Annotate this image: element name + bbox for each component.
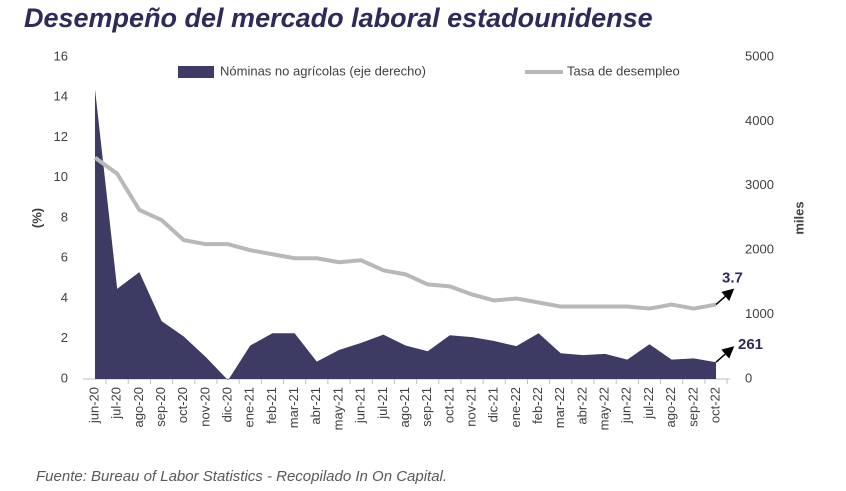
y-axis-label: (%)	[29, 208, 44, 228]
y2-tick-label: 5000	[745, 48, 774, 63]
x-tick-label: sep-21	[419, 387, 434, 427]
y2-axis-label: miles	[791, 201, 806, 234]
x-tick-label: jun-22	[619, 387, 634, 424]
source-note: Fuente: Bureau of Labor Statistics - Rec…	[36, 468, 447, 485]
x-tick-label: jul-20	[109, 387, 124, 420]
x-tick-label: ago-20	[131, 387, 146, 427]
x-tick-label: oct-21	[441, 387, 456, 423]
x-tick-label: ene-22	[508, 387, 523, 427]
y-tick-label: 8	[61, 209, 68, 224]
y-tick-label: 12	[54, 129, 68, 144]
x-tick-label: ago-22	[663, 387, 678, 427]
chart-title: Desempeño del mercado laboral estadounid…	[24, 3, 653, 33]
y-tick-label: 2	[61, 330, 68, 345]
unemployment-line	[93, 156, 717, 311]
x-tick-label: abr-22	[574, 387, 589, 425]
x-tick-label: jun-20	[86, 387, 101, 424]
y-tick-label: 16	[54, 48, 68, 63]
annotation-arrow	[715, 288, 735, 306]
x-tick-label: oct-20	[175, 387, 190, 423]
x-tick-label: feb-21	[264, 387, 279, 424]
legend-label: Tasa de desempleo	[567, 63, 680, 78]
legend-swatch	[178, 66, 214, 78]
x-tick-label: mar-21	[286, 387, 301, 428]
x-tick-label: dic-21	[486, 387, 501, 422]
x-tick-label: nov-20	[197, 387, 212, 427]
x-tick-label: nov-21	[463, 387, 478, 427]
y2-tick-label: 0	[745, 370, 752, 385]
x-tick-label: jul-21	[375, 387, 390, 420]
x-tick-label: jul-22	[641, 387, 656, 420]
x-tick-label: ene-21	[242, 387, 257, 427]
end-value-label: 261	[738, 336, 763, 353]
x-tick-label: ago-21	[397, 387, 412, 427]
y-tick-label: 14	[54, 89, 68, 104]
x-tick-label: abr-21	[308, 387, 323, 425]
x-tick-label: may-21	[330, 387, 345, 430]
x-tick-label: sep-22	[685, 387, 700, 427]
x-tick-label: mar-22	[552, 387, 567, 428]
x-tick-label: dic-20	[220, 387, 235, 422]
annotation-arrow	[715, 346, 735, 363]
x-tick-label: feb-22	[530, 387, 545, 424]
end-value-label: 3.7	[722, 270, 743, 287]
y-tick-label: 10	[54, 169, 68, 184]
x-tick-label: sep-20	[153, 387, 168, 427]
y2-tick-label: 4000	[745, 113, 774, 128]
y-tick-label: 0	[61, 370, 68, 385]
payroll-area	[95, 89, 716, 381]
y2-tick-label: 3000	[745, 177, 774, 192]
y2-tick-label: 2000	[745, 242, 774, 257]
y2-tick-label: 1000	[745, 306, 774, 321]
x-tick-label: jun-21	[353, 387, 368, 424]
legend-label: Nóminas no agrícolas (eje derecho)	[220, 63, 426, 78]
y-tick-label: 4	[61, 290, 68, 305]
x-tick-label: may-22	[597, 387, 612, 430]
x-tick-label: oct-22	[707, 387, 722, 423]
y-tick-label: 6	[61, 250, 68, 265]
